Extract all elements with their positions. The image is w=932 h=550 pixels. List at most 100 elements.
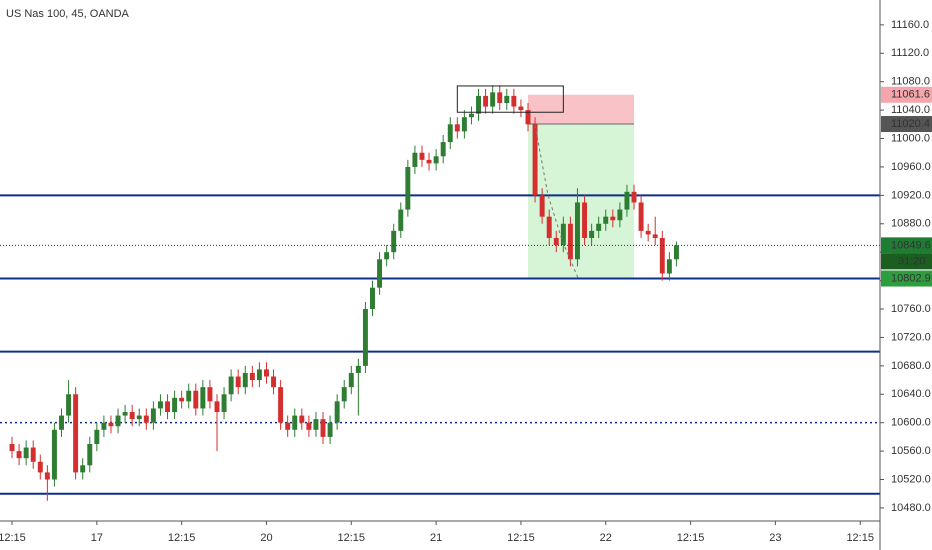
current-price-label: 10849.6 bbox=[891, 239, 931, 251]
candle-body bbox=[412, 152, 418, 167]
candle-body bbox=[143, 415, 149, 423]
candle-body bbox=[165, 401, 170, 413]
current-price-label-bg bbox=[881, 237, 932, 254]
candle-body bbox=[80, 465, 86, 473]
candle-body bbox=[532, 124, 538, 196]
entry-price-label: 11020.4 bbox=[891, 118, 930, 130]
x-tick-label: 12:15 bbox=[168, 532, 196, 544]
y-tick-label: 10920.0 bbox=[891, 189, 931, 201]
candle-body bbox=[582, 202, 588, 238]
candle-body bbox=[398, 209, 404, 231]
x-tick-label: 22 bbox=[600, 532, 612, 544]
candle-body bbox=[299, 415, 305, 423]
candle-body bbox=[652, 234, 658, 238]
candle-body bbox=[235, 376, 241, 388]
y-tick-label: 10520.0 bbox=[891, 473, 931, 485]
candle-body bbox=[666, 259, 672, 274]
x-tick-label: 20 bbox=[260, 532, 272, 544]
candle-body bbox=[30, 447, 36, 462]
y-tick-label: 10760.0 bbox=[891, 303, 931, 315]
range-box bbox=[456, 85, 564, 113]
candle-body bbox=[483, 95, 489, 107]
candle-body bbox=[73, 394, 79, 473]
x-tick-label: 23 bbox=[769, 532, 781, 544]
candle-body bbox=[157, 401, 163, 409]
y-tick-label: 10480.0 bbox=[891, 502, 931, 514]
candle-body bbox=[193, 390, 199, 409]
candle-body bbox=[405, 166, 411, 210]
candle-body bbox=[645, 230, 651, 235]
y-tick-label: 10880.0 bbox=[891, 218, 931, 230]
y-tick-label: 11160.0 bbox=[891, 19, 929, 31]
candle-body bbox=[617, 209, 623, 221]
candle-body bbox=[186, 390, 192, 402]
candle-body bbox=[553, 237, 559, 246]
x-tick-label: 12:15 bbox=[507, 532, 535, 544]
candle-body bbox=[150, 408, 156, 423]
candle-body bbox=[497, 92, 503, 104]
y-tick-label: 10640.0 bbox=[891, 388, 931, 400]
candle-body bbox=[172, 397, 178, 413]
candle-body bbox=[433, 156, 439, 164]
candle-body bbox=[278, 387, 284, 423]
candle-body bbox=[638, 202, 644, 231]
x-tick-label: 21 bbox=[430, 532, 442, 544]
candle-body bbox=[454, 124, 460, 132]
x-tick-label: 12:15 bbox=[338, 532, 366, 544]
candle-body bbox=[23, 447, 29, 459]
candle-body bbox=[624, 191, 630, 210]
candle-body bbox=[334, 401, 340, 423]
candle-body bbox=[468, 113, 474, 118]
y-tick-label: 10720.0 bbox=[891, 331, 931, 343]
candle-body bbox=[370, 287, 375, 310]
candle-body bbox=[440, 142, 446, 157]
candle-body bbox=[391, 230, 397, 253]
candle-body bbox=[377, 259, 383, 288]
countdown-bg bbox=[881, 253, 932, 270]
candle-body bbox=[179, 397, 185, 402]
stop-price-label-bg bbox=[881, 86, 932, 103]
candle-body bbox=[306, 422, 312, 430]
y-tick-label: 10680.0 bbox=[891, 360, 931, 372]
candle-body bbox=[490, 92, 496, 107]
candle-body bbox=[221, 394, 227, 413]
candle-body bbox=[384, 252, 390, 260]
stop-zone bbox=[528, 94, 635, 125]
chart-title: US Nas 100, 45, OANDA bbox=[6, 8, 130, 20]
candle-body bbox=[348, 372, 354, 388]
candle-body bbox=[589, 230, 595, 238]
x-tick-label: 12:15 bbox=[0, 532, 26, 544]
candle-body bbox=[426, 159, 432, 164]
candle-body bbox=[122, 412, 128, 416]
target-price-label-bg bbox=[881, 270, 932, 287]
candle-body bbox=[16, 451, 22, 459]
candle-body bbox=[285, 422, 291, 430]
candle-body bbox=[596, 223, 602, 231]
candle-body bbox=[504, 95, 510, 104]
candle-body bbox=[313, 419, 319, 430]
candle-body bbox=[87, 443, 93, 466]
y-tick-label: 11120.0 bbox=[891, 47, 929, 59]
candle-body bbox=[66, 394, 72, 416]
candle-body bbox=[94, 429, 100, 444]
candle-body bbox=[362, 309, 368, 366]
candle-body bbox=[327, 422, 333, 437]
candle-body bbox=[207, 387, 213, 402]
candle-body bbox=[228, 376, 234, 395]
candle-body bbox=[659, 237, 665, 274]
y-tick-label: 10560.0 bbox=[891, 445, 931, 457]
x-tick-label: 12:15 bbox=[677, 532, 705, 544]
candle-body bbox=[525, 110, 531, 125]
projection-arrow bbox=[534, 124, 579, 279]
candle-body bbox=[200, 387, 206, 409]
candle-body bbox=[673, 245, 679, 260]
y-tick-label: 10600.0 bbox=[891, 417, 931, 429]
candle-body bbox=[59, 415, 64, 430]
candle-body bbox=[256, 369, 262, 381]
candle-body bbox=[631, 191, 637, 203]
candle-body bbox=[518, 106, 524, 111]
candle-body bbox=[249, 372, 255, 381]
candle-body bbox=[129, 412, 135, 420]
